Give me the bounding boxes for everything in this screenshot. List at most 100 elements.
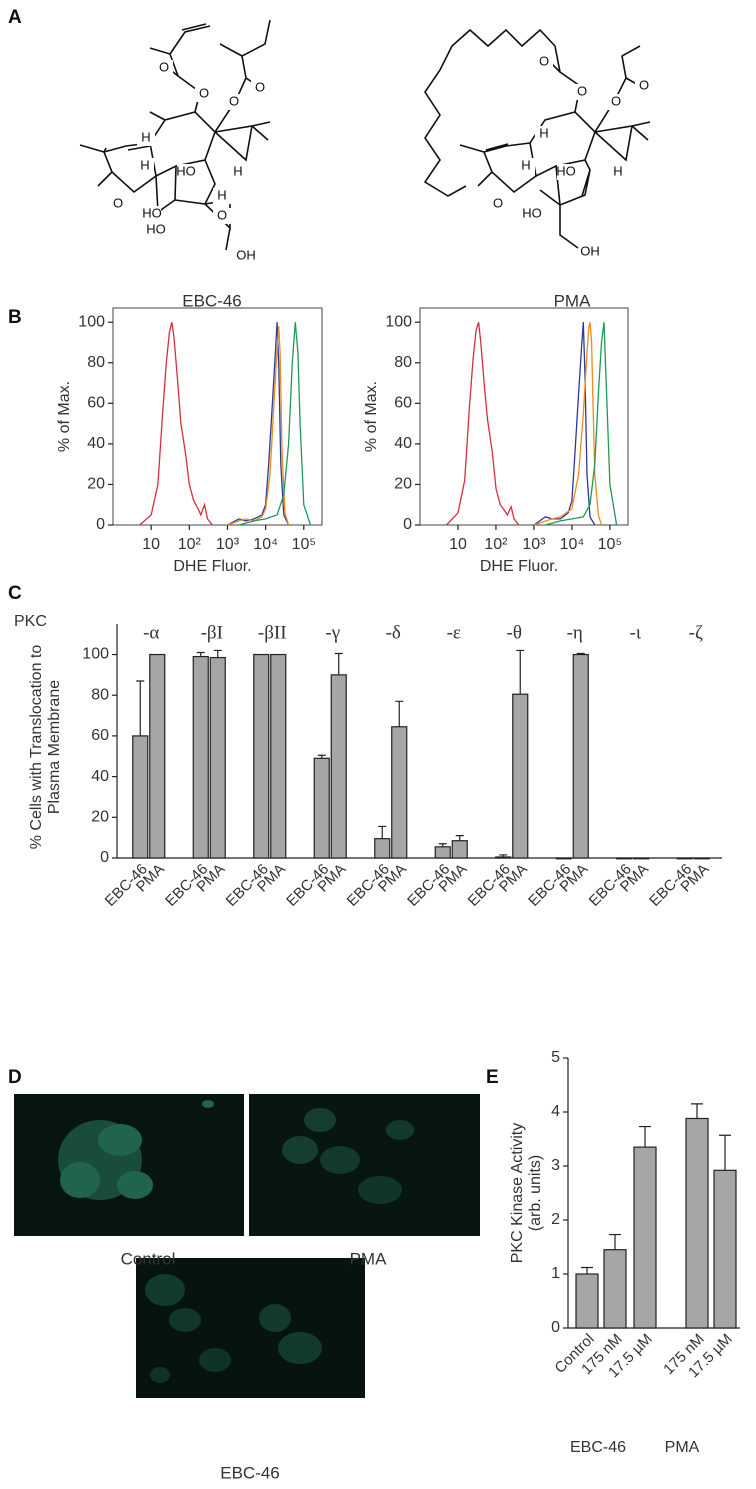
y-tick-label: 20 (394, 476, 412, 493)
group-label: -θ (507, 622, 522, 643)
y-tick-label: 20 (91, 809, 109, 826)
x-tick-label: 10³ (522, 536, 546, 553)
error-bar (609, 1233, 621, 1250)
bar (434, 846, 451, 859)
bar (633, 857, 650, 860)
atom-bg (581, 244, 599, 260)
error-bar (719, 1134, 731, 1171)
y-tick-label: 4 (551, 1103, 560, 1120)
histogram-line (227, 326, 290, 526)
atom-bg (143, 206, 161, 222)
group-label: -α (143, 622, 159, 643)
bar (575, 1273, 599, 1329)
y-tick-label: 60 (91, 727, 109, 744)
atom-label: O (255, 79, 265, 94)
bar (209, 656, 226, 859)
bar (512, 693, 529, 859)
histogram-line (533, 322, 596, 526)
histogram-line (227, 322, 290, 526)
error-bar (581, 1266, 593, 1274)
y-axis-label: % Cells with Translocation to (28, 645, 45, 850)
group-label: -βII (258, 622, 287, 643)
bar (676, 857, 693, 860)
group-label: -βI (201, 622, 223, 643)
error-bar (455, 835, 464, 841)
atom-bg (177, 164, 195, 180)
y-tick-label: 0 (403, 516, 412, 533)
group-label: -ε (447, 622, 461, 643)
atom-bg (609, 164, 627, 180)
x-tick-label: 10 (449, 536, 467, 553)
bar (253, 653, 270, 859)
y-tick-label: 100 (385, 313, 412, 330)
bar (572, 653, 589, 859)
y-tick-label: 40 (394, 435, 412, 452)
atom-label: H (233, 163, 242, 178)
atom-label: H (613, 163, 622, 178)
plot-frame (419, 307, 629, 526)
atom-bg (635, 78, 653, 94)
atom-bg (137, 130, 155, 146)
micrograph-label: EBC-46 (220, 1463, 280, 1482)
x-tick-label: 10² (178, 536, 202, 553)
error-bar (516, 649, 525, 695)
error-bar (196, 651, 205, 657)
micrograph-label: Control (121, 1249, 176, 1268)
atom-label: O (159, 59, 169, 74)
atom-bg (489, 196, 507, 212)
atom-label: H (539, 125, 548, 140)
structure-ebc46 (79, 19, 271, 251)
atom-label: O (199, 85, 209, 100)
atom-label: HO (176, 163, 196, 178)
micrographs (14, 1094, 480, 1398)
y-tick-label: 1 (551, 1265, 560, 1282)
panel-label: C (8, 583, 22, 604)
panel-label: D (8, 1067, 22, 1088)
bar (713, 1169, 737, 1329)
group-label: -γ (325, 622, 340, 643)
atom-label: O (229, 93, 239, 108)
atom-bg (523, 206, 541, 222)
bond (423, 28, 641, 197)
structure-pma (423, 28, 651, 249)
atom-bg (195, 86, 213, 102)
compound-name: EBC-46 (182, 291, 242, 310)
atom-bg (237, 248, 255, 264)
atom-bg (573, 84, 591, 100)
atom-label: O (217, 207, 227, 222)
bar (616, 857, 633, 860)
histogram-line (446, 322, 520, 526)
bar (495, 856, 512, 859)
group-label: PMA (665, 1439, 700, 1456)
y-tick-label: 60 (87, 395, 105, 412)
atom-label: HO (556, 163, 576, 178)
micrograph-ebc46 (136, 1258, 365, 1398)
y-axis-label: Plasma Membrane (46, 680, 63, 814)
micrograph-label: PMA (350, 1249, 388, 1268)
x-axis-label: DHE Fluor. (173, 558, 251, 575)
atom-bg (229, 164, 247, 180)
atom-bg (535, 54, 553, 70)
bar (603, 1249, 627, 1329)
y-tick-label: 0 (96, 516, 105, 533)
atom-label: HO (146, 221, 166, 236)
atom-bg (225, 94, 243, 110)
bar (374, 838, 391, 859)
atom-label: H (140, 157, 149, 172)
micrograph-pma (249, 1094, 480, 1236)
atom-label: H (521, 157, 530, 172)
error-bar (395, 700, 404, 727)
bar (693, 857, 710, 860)
y-axis-label: (arb. units) (527, 1155, 544, 1231)
bar (192, 655, 209, 859)
bar (313, 757, 330, 859)
bar (633, 1146, 657, 1329)
y-tick-label: 80 (394, 354, 412, 371)
prefix-label: PKC (14, 613, 47, 630)
group-label: EBC-46 (570, 1439, 626, 1456)
y-tick-label: 100 (78, 313, 105, 330)
error-bar (136, 680, 145, 736)
x-tick-label: 10⁴ (253, 536, 278, 553)
x-tick-label: 10² (484, 536, 508, 553)
x-tick-label: 10⁴ (560, 536, 585, 553)
